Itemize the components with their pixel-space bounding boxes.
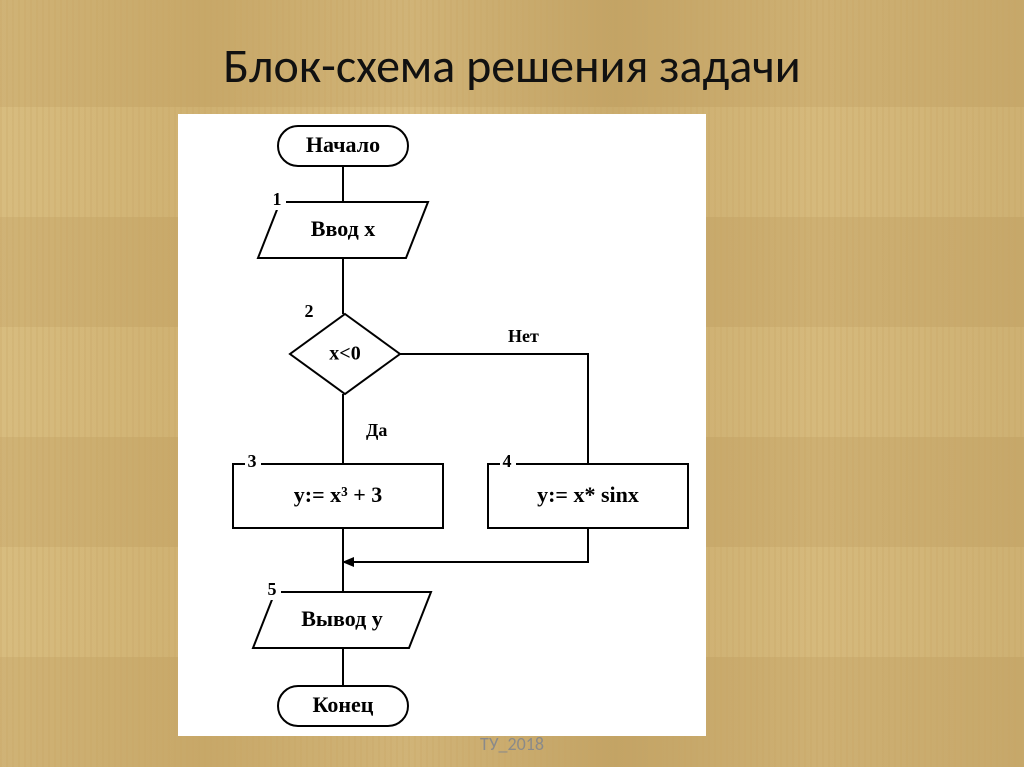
flow-edge (400, 354, 588, 464)
svg-text:Конец: Конец (313, 692, 374, 717)
svg-text:y:= x³ + 3: y:= x³ + 3 (294, 482, 383, 507)
slide-title: Блок-схема решения задачи (0, 36, 1024, 95)
svg-text:Ввод x: Ввод x (311, 216, 375, 241)
svg-text:Да: Да (366, 420, 387, 440)
svg-text:Нет: Нет (508, 326, 539, 346)
slide: Блок-схема решения задачи Да Нет Начало Вв… (0, 0, 1024, 767)
svg-text:1: 1 (273, 189, 282, 209)
svg-text:x<0: x<0 (329, 343, 360, 365)
svg-text:2: 2 (305, 301, 314, 321)
svg-text:Начало: Начало (306, 132, 380, 157)
flowchart-container: Да Нет Начало Ввод x 1 x<0 2 y:= x³ + 3 3 y:= x*… (178, 114, 706, 736)
flow-node-proc_yes: y:= x³ + 3 3 (233, 451, 443, 528)
svg-text:y:= x* sinx: y:= x* sinx (537, 482, 639, 507)
flowchart-svg: Да Нет Начало Ввод x 1 x<0 2 y:= x³ + 3 3 y:= x*… (178, 114, 706, 736)
svg-text:4: 4 (503, 451, 512, 471)
flow-node-end: Конец (278, 686, 408, 726)
flow-node-cond: x<0 2 (290, 301, 400, 394)
slide-footer: ТУ_2018 (0, 733, 1024, 755)
svg-text:Вывод y: Вывод y (301, 606, 383, 631)
svg-text:3: 3 (248, 451, 257, 471)
flow-node-start: Начало (278, 126, 408, 166)
svg-text:5: 5 (268, 579, 277, 599)
flow-edge (343, 528, 588, 562)
